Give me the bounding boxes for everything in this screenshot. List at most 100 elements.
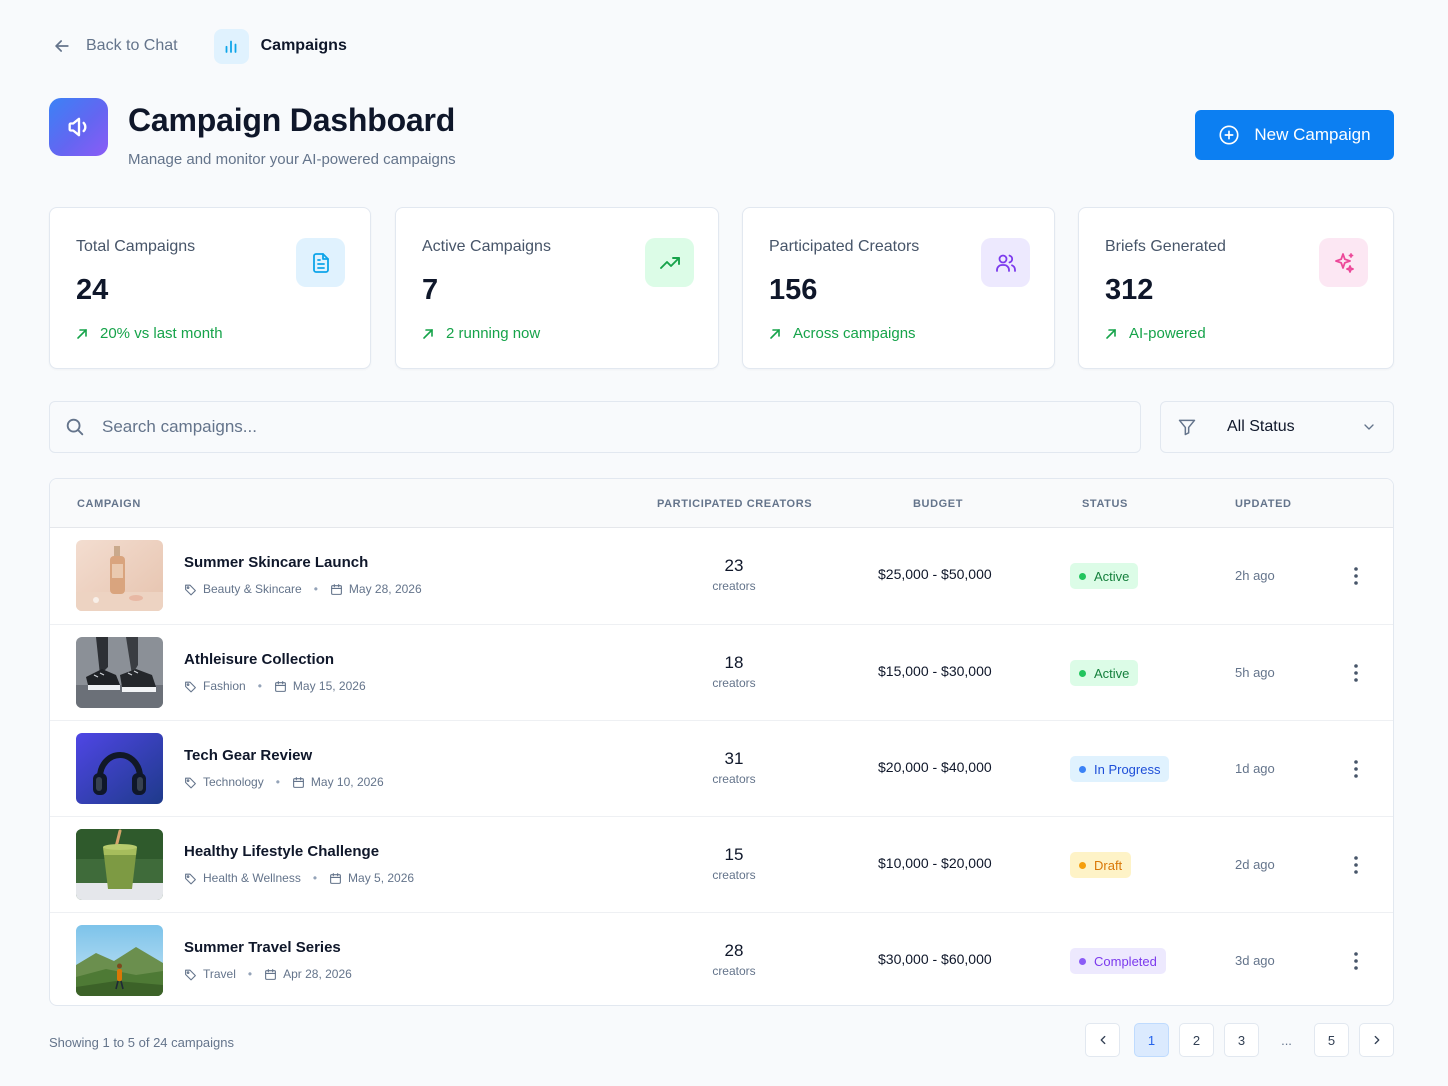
campaign-thumbnail-skincare [76, 540, 163, 611]
stat-value: 156 [769, 274, 818, 306]
sparkle-icon [1319, 238, 1368, 287]
more-vertical-icon [1354, 856, 1358, 874]
document-icon [296, 238, 345, 287]
chevron-right-icon [1374, 1035, 1379, 1045]
back-to-chat-link[interactable]: Back to Chat [52, 36, 178, 56]
top-nav: Back to Chat Campaigns [52, 26, 347, 66]
creators-cell: 31 creators [712, 749, 756, 786]
calendar-icon [331, 583, 342, 595]
updated-cell: 1d ago [1235, 761, 1275, 776]
stat-card-briefs-generated: Briefs Generated 312 AI-powered [1078, 207, 1394, 369]
page-title: Campaign Dashboard [128, 102, 456, 138]
table-row[interactable]: Healthy Lifestyle Challenge Health & Wel… [50, 817, 1393, 913]
stat-card-participated-creators: Participated Creators 156 Across campaig… [742, 207, 1055, 369]
creators-cell: 28 creators [712, 941, 756, 978]
page-button-3[interactable]: 3 [1224, 1023, 1259, 1057]
pagination-summary: Showing 1 to 5 of 24 campaigns [49, 1035, 235, 1050]
search-icon [66, 418, 84, 436]
arrow-up-right-icon [770, 328, 780, 339]
budget-cell: $25,000 - $50,000 [878, 566, 992, 582]
campaign-name[interactable]: Summer Skincare Launch [184, 554, 369, 571]
column-header-campaign[interactable]: Campaign [77, 498, 141, 510]
tag-icon [185, 584, 196, 595]
campaign-thumbnail-travel [76, 925, 163, 996]
campaign-name[interactable]: Summer Travel Series [184, 939, 341, 956]
column-header-updated[interactable]: Updated [1235, 498, 1292, 510]
campaign-thumbnail-headphones [76, 733, 163, 804]
row-more-menu-button[interactable] [1344, 661, 1368, 685]
stat-label: Total Campaigns [76, 238, 196, 255]
tag-icon [185, 777, 196, 788]
status-filter-select[interactable]: All Status [1160, 401, 1394, 453]
calendar-icon [274, 680, 286, 692]
new-campaign-button[interactable]: New Campaign [1195, 110, 1394, 160]
campaign-name[interactable]: Tech Gear Review [184, 747, 313, 764]
calendar-icon [265, 968, 277, 980]
budget-cell: $10,000 - $20,000 [878, 855, 992, 871]
page-header: Campaign Dashboard Manage and monitor yo… [49, 98, 456, 168]
back-label: Back to Chat [86, 37, 178, 54]
page-subtitle: Manage and monitor your AI-powered campa… [128, 151, 456, 168]
table-row[interactable]: Athleisure Collection Fashion • May 15, … [50, 625, 1393, 721]
stat-value: 24 [76, 274, 109, 306]
updated-cell: 3d ago [1235, 953, 1275, 968]
search-input[interactable] [102, 417, 1002, 437]
campaigns-table: Campaign Participated Creators Budget St… [49, 478, 1394, 1006]
campaign-thumbnail-smoothie [76, 829, 163, 900]
status-badge: Active [1070, 660, 1139, 686]
stat-card-total-campaigns: Total Campaigns 24 20% vs last month [49, 207, 371, 369]
column-header-budget[interactable]: Budget [913, 498, 964, 510]
row-more-menu-button[interactable] [1344, 949, 1368, 973]
updated-cell: 2d ago [1235, 857, 1275, 872]
table-header: Campaign Participated Creators Budget St… [50, 479, 1393, 528]
breadcrumb-current: Campaigns [260, 37, 347, 54]
calendar-icon [330, 872, 341, 884]
prev-page-button[interactable] [1085, 1023, 1120, 1057]
budget-cell: $20,000 - $40,000 [878, 759, 992, 775]
next-page-button[interactable] [1359, 1023, 1394, 1057]
new-campaign-label: New Campaign [1254, 125, 1371, 144]
stat-trend: 20% vs last month [76, 325, 223, 342]
page-button-2[interactable]: 2 [1179, 1023, 1214, 1057]
row-more-menu-button[interactable] [1344, 853, 1368, 877]
table-row[interactable]: Tech Gear Review Technology • May 10, 20… [50, 721, 1393, 817]
row-more-menu-button[interactable] [1344, 564, 1368, 588]
stat-label: Participated Creators [769, 238, 920, 255]
updated-cell: 5h ago [1235, 665, 1275, 680]
arrow-left-icon [55, 40, 69, 52]
campaign-meta: Fashion • May 15, 2026 [184, 679, 366, 693]
arrow-up-right-icon [77, 328, 87, 339]
row-more-menu-button[interactable] [1344, 757, 1368, 781]
page-button-5[interactable]: 5 [1314, 1023, 1349, 1057]
chevron-left-icon [1100, 1035, 1105, 1045]
campaign-thumbnail-sneakers [76, 637, 163, 708]
table-row[interactable]: Summer Travel Series Travel • Apr 28, 20… [50, 913, 1393, 1005]
campaign-name[interactable]: Athleisure Collection [184, 651, 335, 668]
status-badge: Active [1070, 563, 1139, 589]
users-icon [981, 238, 1030, 287]
stat-label: Briefs Generated [1105, 238, 1226, 255]
campaign-name[interactable]: Healthy Lifestyle Challenge [184, 843, 380, 860]
tag-icon [185, 873, 196, 884]
pagination-ellipsis: ... [1281, 1032, 1292, 1048]
table-row[interactable]: Summer Skincare Launch Beauty & Skincare… [50, 528, 1393, 625]
chevron-down-icon [1364, 424, 1374, 430]
status-badge: In Progress [1070, 756, 1170, 782]
column-header-status[interactable]: Status [1082, 498, 1128, 510]
page-button-1[interactable]: 1 [1134, 1023, 1169, 1057]
column-header-creators[interactable]: Participated Creators [657, 498, 813, 510]
budget-cell: $30,000 - $60,000 [878, 951, 992, 967]
tag-icon [185, 969, 196, 980]
creators-cell: 23 creators [712, 556, 756, 593]
more-vertical-icon [1354, 567, 1358, 585]
arrow-up-right-icon [1106, 328, 1116, 339]
stat-trend: Across campaigns [769, 325, 916, 342]
megaphone-icon [49, 98, 108, 156]
creators-cell: 18 creators [712, 653, 756, 690]
breadcrumb: Campaigns [213, 28, 347, 64]
budget-cell: $15,000 - $30,000 [878, 663, 992, 679]
pagination: 1 2 3 ... 5 [1085, 1023, 1394, 1057]
more-vertical-icon [1354, 664, 1358, 682]
creators-cell: 15 creators [712, 845, 756, 882]
status-badge: Draft [1070, 852, 1132, 878]
